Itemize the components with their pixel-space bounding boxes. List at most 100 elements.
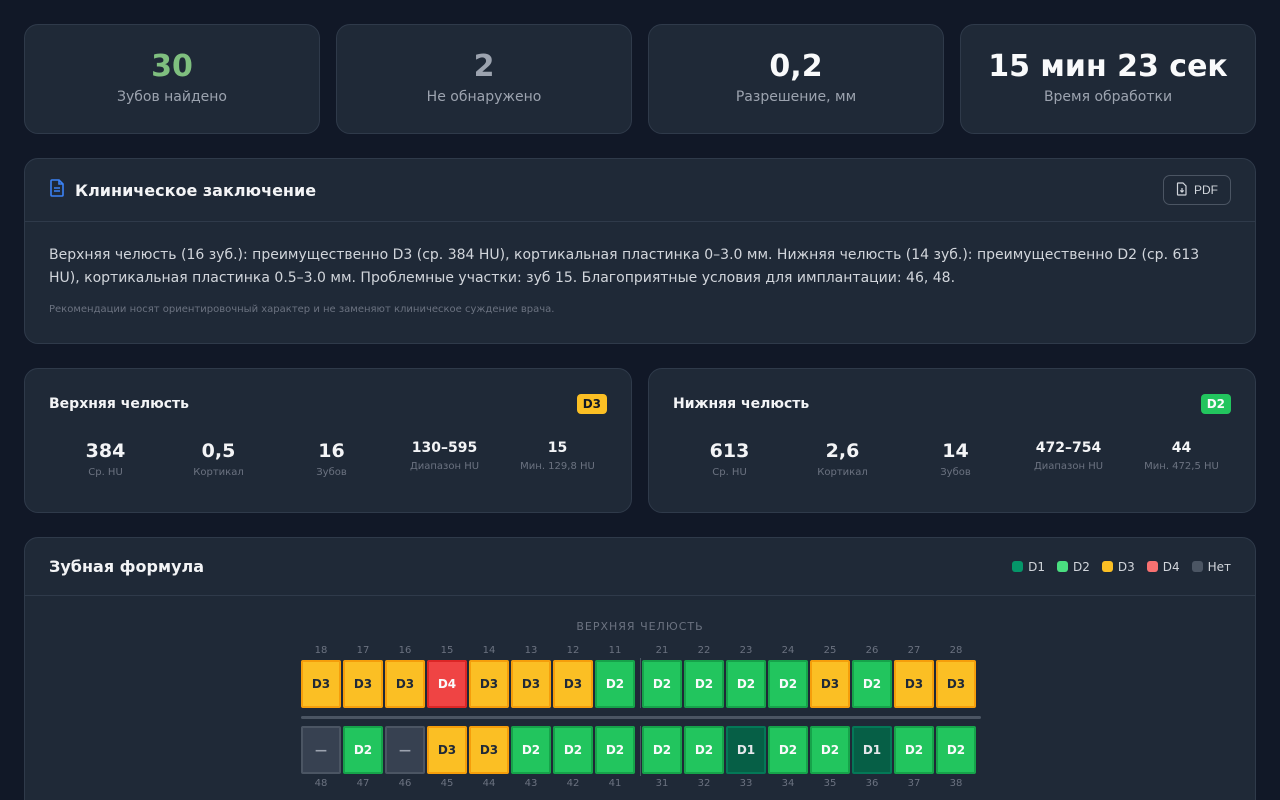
- metric-teeth-count: 16 Зубов: [275, 439, 388, 478]
- tooth-43[interactable]: D2: [511, 726, 551, 774]
- metric-value: 15: [547, 440, 568, 456]
- metric-label: Диапазон HU: [409, 461, 480, 472]
- midline-upper: [640, 658, 641, 708]
- tooth-28[interactable]: D3: [936, 660, 976, 708]
- tooth-number: 23: [739, 645, 753, 656]
- tooth-26[interactable]: D2: [852, 660, 892, 708]
- metric-label: Мин. 129,8 HU: [520, 461, 595, 472]
- stat-label: Зубов найдено: [116, 89, 227, 105]
- metric-value: 14: [942, 440, 969, 462]
- tooth-number: 45: [440, 778, 454, 789]
- legend-item-d1: D1: [1012, 560, 1045, 574]
- tooth-number: 27: [907, 645, 921, 656]
- tooth-18[interactable]: D3: [301, 660, 341, 708]
- metric-hu-range: 130–595 Диапазон HU: [388, 439, 501, 478]
- legend-item-d3: D3: [1101, 559, 1135, 574]
- tooth-32[interactable]: D2: [684, 726, 724, 774]
- tooth-number: 28: [949, 645, 963, 656]
- metric-label: Кортикал: [817, 467, 868, 478]
- tooth-24[interactable]: D2: [768, 660, 808, 708]
- tooth-36[interactable]: D1: [852, 726, 892, 774]
- tooth-21[interactable]: D2: [642, 660, 682, 708]
- export-pdf-button[interactable]: PDF: [1163, 175, 1231, 205]
- tooth-33[interactable]: D1: [726, 726, 766, 774]
- legend-label: Нет: [1207, 559, 1231, 574]
- tooth-25[interactable]: D3: [810, 660, 850, 708]
- tooth-31[interactable]: D2: [642, 726, 682, 774]
- tooth-number: 17: [356, 645, 370, 656]
- tooth-11[interactable]: D2: [595, 660, 635, 708]
- tooth-48[interactable]: —: [301, 726, 341, 774]
- tooth-47[interactable]: D2: [343, 726, 383, 774]
- tooth-34[interactable]: D2: [768, 726, 808, 774]
- tooth-42[interactable]: D2: [553, 726, 593, 774]
- tooth-number: 48: [314, 778, 328, 789]
- occlusal-divider: [301, 716, 981, 719]
- metric-value: 0,5: [201, 440, 236, 462]
- legend-label: D2: [1072, 559, 1090, 574]
- disclaimer-note: Рекомендации носят ориентировочный харак…: [49, 304, 555, 315]
- tooth-12[interactable]: D3: [553, 660, 593, 708]
- metric-value: 16: [318, 440, 345, 462]
- stat-value: 30: [151, 49, 193, 84]
- stat-card-not-detected: 2 Не обнаружено: [336, 24, 632, 134]
- density-legend: D1 D2 D3 D4 Нет: [1012, 560, 1231, 574]
- tooth-number: 18: [314, 645, 328, 656]
- metric-label: Мин. 472,5 HU: [1144, 461, 1219, 472]
- tooth-number: 47: [356, 778, 370, 789]
- metric-avg-hu: 384 Ср. HU: [49, 439, 162, 478]
- tooth-number: 15: [440, 645, 454, 656]
- legend-item-d4: D4: [1146, 560, 1180, 574]
- metric-label: Зубов: [316, 467, 347, 478]
- tooth-number: 46: [398, 778, 412, 789]
- metric-label: Диапазон HU: [1033, 461, 1104, 472]
- tooth-number: 21: [655, 645, 669, 656]
- tooth-27[interactable]: D3: [894, 660, 934, 708]
- tooth-37[interactable]: D2: [894, 726, 934, 774]
- tooth-14[interactable]: D3: [469, 660, 509, 708]
- legend-label: D3: [1117, 559, 1135, 574]
- tooth-number: 34: [781, 778, 795, 789]
- tooth-number: 25: [823, 645, 837, 656]
- stat-value: 15 мин 23 сек: [988, 49, 1228, 84]
- metric-cortical: 2,6 Кортикал: [786, 439, 899, 478]
- tooth-16[interactable]: D3: [385, 660, 425, 708]
- upper-jaw-caption: ВЕРХНЯЯ ЧЕЛЮСТЬ: [576, 620, 704, 633]
- tooth-41[interactable]: D2: [595, 726, 635, 774]
- tooth-number: 11: [608, 645, 622, 656]
- pdf-button-label: PDF: [1194, 183, 1218, 197]
- tooth-23[interactable]: D2: [726, 660, 766, 708]
- tooth-15[interactable]: D4: [427, 660, 467, 708]
- tooth-number: 44: [482, 778, 496, 789]
- tooth-35[interactable]: D2: [810, 726, 850, 774]
- stat-card-processing-time: 15 мин 23 сек Время обработки: [960, 24, 1256, 134]
- tooth-13[interactable]: D3: [511, 660, 551, 708]
- tooth-17[interactable]: D3: [343, 660, 383, 708]
- tooth-number: 37: [907, 778, 921, 789]
- density-badge: D2: [1200, 394, 1231, 414]
- stat-value: 2: [473, 49, 495, 84]
- density-badge: D3: [576, 394, 607, 414]
- tooth-number: 36: [865, 778, 879, 789]
- tooth-46[interactable]: —: [385, 726, 425, 774]
- tooth-number: 12: [566, 645, 580, 656]
- metric-value: 130–595: [411, 440, 478, 456]
- upper-jaw-card: Верхняя челюсть D3 384 Ср. HU 0,5 Кортик…: [24, 368, 632, 513]
- tooth-45[interactable]: D3: [427, 726, 467, 774]
- stat-card-resolution: 0,2 Разрешение, мм: [648, 24, 944, 134]
- dental-formula-panel: Зубная формула D1 D2 D3 D4 Нет ВЕРХНЯЯ Ч…: [24, 537, 1256, 800]
- metric-value: 44: [1171, 440, 1192, 456]
- document-icon: [49, 179, 65, 201]
- clinical-conclusion-panel: Клиническое заключение PDF Верхняя челюс…: [24, 158, 1256, 344]
- metric-hu-range: 472–754 Диапазон HU: [1012, 439, 1125, 478]
- tooth-38[interactable]: D2: [936, 726, 976, 774]
- upper-jaw-title: Верхняя челюсть: [49, 396, 189, 412]
- metric-label: Зубов: [940, 467, 971, 478]
- tooth-22[interactable]: D2: [684, 660, 724, 708]
- tooth-number: 22: [697, 645, 711, 656]
- tooth-44[interactable]: D3: [469, 726, 509, 774]
- metric-value: 2,6: [825, 440, 860, 462]
- clinical-summary: Верхняя челюсть (16 зуб.): преимуществен…: [49, 247, 1200, 286]
- metric-min-hu: 44 Мин. 472,5 HU: [1125, 439, 1238, 478]
- metric-min-hu: 15 Мин. 129,8 HU: [501, 439, 614, 478]
